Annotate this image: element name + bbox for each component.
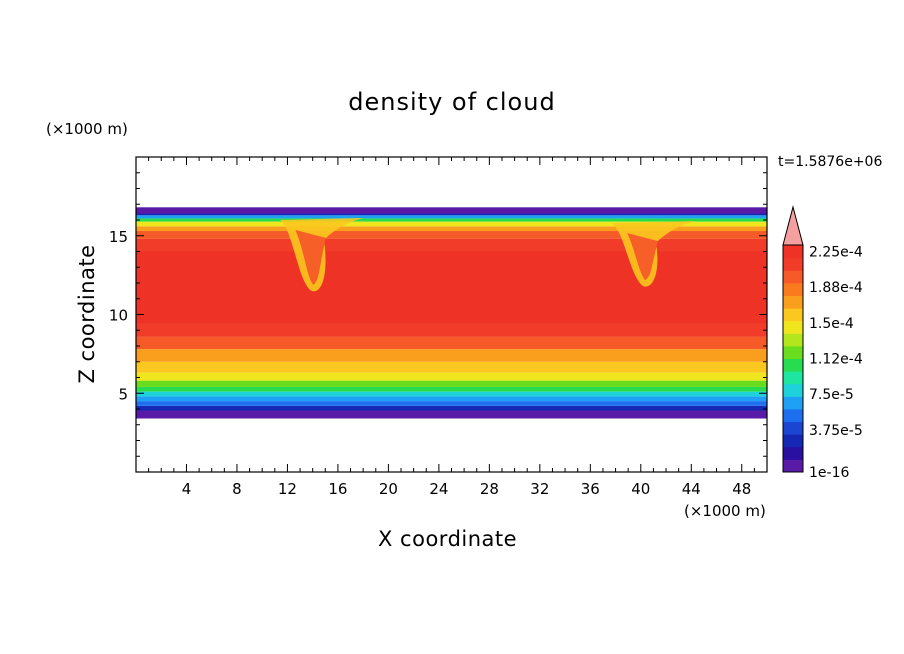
x-tick-label: 4 [182, 480, 192, 498]
cloud-layer [136, 405, 767, 411]
colorbar-swatch [783, 459, 803, 473]
colorbar-extend-arrow [782, 205, 804, 246]
cloud-layer [136, 218, 767, 222]
cloud-layer [136, 380, 767, 387]
cloud-plume-core [295, 230, 327, 285]
time-label: t=1.5876e+06 [778, 154, 883, 170]
colorbar-swatch [783, 383, 803, 397]
x-axis-label: X coordinate [378, 527, 518, 551]
cloud-top-edge [136, 207, 767, 214]
colorbar-label: 1.12e-4 [809, 352, 863, 368]
x-tick-label: 20 [379, 480, 398, 498]
colorbar-label: 3.75e-5 [809, 423, 863, 439]
x-tick-label: 36 [581, 480, 600, 498]
cloud-layer [136, 396, 767, 402]
cloud-layer [136, 231, 767, 239]
cloud-layer [136, 386, 767, 392]
x-tick-label: 28 [480, 480, 499, 498]
x-tick-label: 16 [328, 480, 347, 498]
colorbar-label: 2.25e-4 [809, 244, 863, 260]
colorbar-swatch [783, 345, 803, 359]
x-tick-label: 12 [278, 480, 297, 498]
cloud-plume-core [627, 233, 659, 281]
colorbar-swatch [783, 333, 803, 347]
cloud-bottom-edge [136, 410, 767, 419]
colorbar-swatch [783, 396, 803, 410]
x-tick-label: 32 [530, 480, 549, 498]
colorbar-swatch [783, 421, 803, 435]
cloud-layer [136, 221, 767, 227]
y-tick-label: 15 [109, 228, 128, 246]
x-tick-label: 48 [732, 480, 751, 498]
colorbar-frame [782, 244, 804, 473]
x-tick-label: 8 [232, 480, 242, 498]
colorbar-label: 1e-16 [809, 465, 849, 481]
colorbar-swatch [783, 245, 803, 259]
y-tick-label: 10 [109, 307, 128, 325]
x-axis-unit: (×1000 m) [684, 502, 766, 520]
y-axis-unit: (×1000 m) [46, 120, 128, 138]
y-tick-label: 5 [118, 385, 128, 403]
colorbar-swatch [783, 257, 803, 271]
cloud-layer [136, 215, 767, 219]
colorbar-swatch [783, 308, 803, 322]
colorbar-swatch [783, 358, 803, 372]
cloud-layer [136, 323, 767, 337]
cloud-layer [136, 238, 767, 252]
x-tick-label: 44 [682, 480, 701, 498]
colorbar-swatch [783, 408, 803, 423]
colorbar-swatch [783, 282, 803, 296]
cloud-layer [136, 336, 767, 350]
cloud-layer [136, 391, 767, 397]
colorbar-swatch [783, 295, 803, 309]
chart-title: density of cloud [348, 88, 556, 116]
x-tick-label: 24 [429, 480, 448, 498]
colorbar-label: 7.5e-5 [809, 387, 854, 403]
colorbar-swatch [783, 446, 803, 460]
colorbar-label: 1.5e-4 [809, 316, 854, 332]
colorbar-label: 1.88e-4 [809, 280, 863, 296]
colorbar-swatch [783, 434, 803, 448]
cloud-layer [136, 372, 767, 381]
colorbar-swatch [783, 270, 803, 284]
cloud-layer [136, 361, 767, 373]
colorbar-swatch [783, 320, 803, 334]
colorbar-swatch [783, 371, 803, 385]
cloud-layer [136, 349, 767, 362]
cloud-layer [136, 401, 767, 406]
cloud-layer [136, 226, 767, 232]
cloud-layer [136, 251, 767, 324]
x-tick-label: 40 [631, 480, 650, 498]
